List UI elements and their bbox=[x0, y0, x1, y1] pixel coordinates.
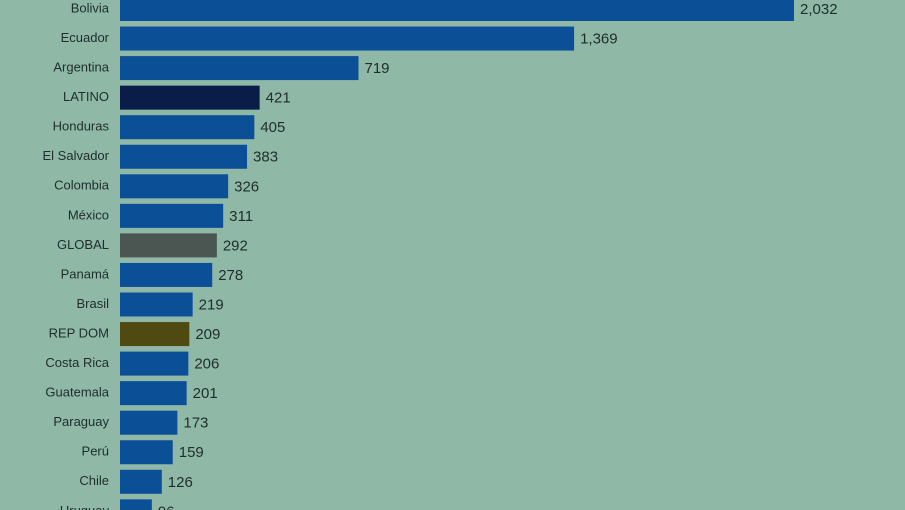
bar bbox=[120, 499, 152, 510]
category-label: REP DOM bbox=[49, 325, 109, 340]
category-label: Guatemala bbox=[45, 385, 109, 400]
category-label: México bbox=[68, 207, 109, 222]
bar bbox=[120, 381, 187, 406]
value-label: 219 bbox=[199, 296, 224, 313]
value-label: 326 bbox=[234, 178, 259, 195]
bar bbox=[120, 56, 359, 81]
value-label: 201 bbox=[193, 385, 218, 402]
bar bbox=[120, 322, 190, 347]
category-label: Argentina bbox=[53, 60, 109, 75]
category-label: Paraguay bbox=[53, 414, 109, 429]
bar bbox=[120, 203, 224, 228]
value-label: 311 bbox=[229, 208, 253, 225]
category-label: Honduras bbox=[53, 119, 110, 134]
bar bbox=[120, 144, 248, 169]
value-label: 2,032 bbox=[800, 1, 838, 18]
value-label: 719 bbox=[364, 60, 389, 77]
bar bbox=[120, 115, 255, 140]
value-label: 1,369 bbox=[580, 31, 618, 48]
bar bbox=[120, 440, 173, 465]
category-label: Bolivia bbox=[71, 0, 110, 15]
bar bbox=[120, 233, 217, 258]
category-label: Uruguay bbox=[60, 503, 110, 510]
value-label: 209 bbox=[195, 326, 220, 343]
value-label: 126 bbox=[168, 474, 193, 491]
category-label: Ecuador bbox=[61, 30, 110, 45]
value-label: 278 bbox=[218, 267, 243, 284]
category-label: GLOBAL bbox=[57, 237, 109, 252]
category-label: Chile bbox=[79, 473, 109, 488]
value-label: 173 bbox=[183, 415, 208, 432]
bar bbox=[120, 469, 162, 494]
value-label: 405 bbox=[260, 119, 285, 136]
value-label: 292 bbox=[223, 237, 248, 254]
category-label: Perú bbox=[82, 444, 109, 459]
bar bbox=[120, 26, 575, 51]
category-label: Costa Rica bbox=[45, 355, 109, 370]
bar bbox=[120, 174, 229, 199]
category-label: El Salvador bbox=[43, 148, 110, 163]
value-label: 206 bbox=[194, 356, 219, 373]
category-label: Brasil bbox=[76, 296, 109, 311]
category-label: Panamá bbox=[61, 266, 110, 281]
bar bbox=[120, 262, 213, 287]
category-label: Colombia bbox=[54, 178, 110, 193]
bar bbox=[120, 85, 260, 110]
category-label: LATINO bbox=[63, 89, 109, 104]
bar bbox=[120, 0, 794, 21]
bar bbox=[120, 292, 193, 317]
bar bbox=[120, 410, 178, 435]
value-label: 383 bbox=[253, 149, 278, 166]
bar bbox=[120, 351, 189, 376]
value-label: 159 bbox=[179, 444, 204, 461]
value-label: 421 bbox=[266, 90, 291, 107]
value-label: 96 bbox=[158, 503, 175, 510]
